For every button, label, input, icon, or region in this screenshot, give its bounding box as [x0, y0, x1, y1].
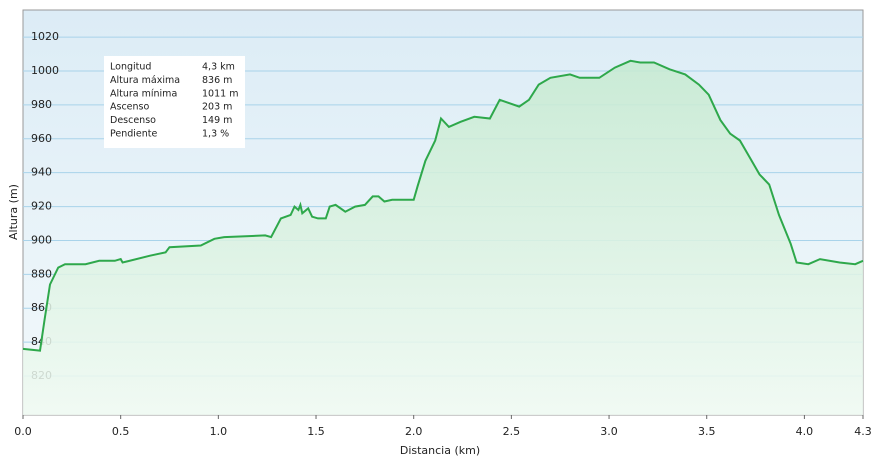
info-value: 203 m [202, 102, 232, 113]
elevation-line [22, 59, 864, 352]
y-tick-label: 980 [31, 98, 52, 111]
x-tick-label: 1.0 [210, 425, 228, 438]
x-tick-label: 4.0 [796, 425, 814, 438]
info-label: Altura máxima [110, 75, 180, 86]
x-tick-label: 2.5 [503, 425, 521, 438]
info-label: Ascenso [110, 102, 149, 113]
info-value: 836 m [202, 75, 232, 86]
info-label: Longitud [110, 62, 151, 73]
y-tick-label: 880 [31, 267, 52, 280]
info-background [104, 56, 245, 148]
y-tick-label: 940 [31, 166, 52, 179]
x-tick-label: 3.0 [600, 425, 618, 438]
info-value: 4,3 km [202, 62, 235, 73]
x-tick-label: 4.3 [854, 425, 872, 438]
info-label: Pendiente [110, 129, 158, 140]
area-fill [23, 60, 863, 416]
x-axis-label: Distancia (km) [400, 444, 480, 457]
info-label: Descenso [110, 115, 156, 126]
x-tick-label: 1.5 [307, 425, 325, 438]
info-value: 149 m [202, 115, 232, 126]
x-tick-label: 3.5 [698, 425, 716, 438]
y-tick-label: 960 [31, 132, 52, 145]
x-tick-label: 0.5 [112, 425, 130, 438]
y-tick-label: 900 [31, 233, 52, 246]
info-label: Altura mínima [110, 88, 177, 99]
y-tick-label: 1000 [31, 64, 59, 77]
y-tick-label: 1020 [31, 30, 59, 43]
info-value: 1011 m [202, 88, 238, 99]
y-tick-label: 920 [31, 200, 52, 213]
x-tick-label: 2.0 [405, 425, 423, 438]
info-box: Longitud 4,3 km Altura máxima 836 m Altura m… [104, 56, 245, 148]
info-value: 1,3 % [202, 129, 229, 140]
y-axis-label: Altura (m) [7, 184, 20, 240]
x-tick-label: 0.0 [14, 425, 32, 438]
